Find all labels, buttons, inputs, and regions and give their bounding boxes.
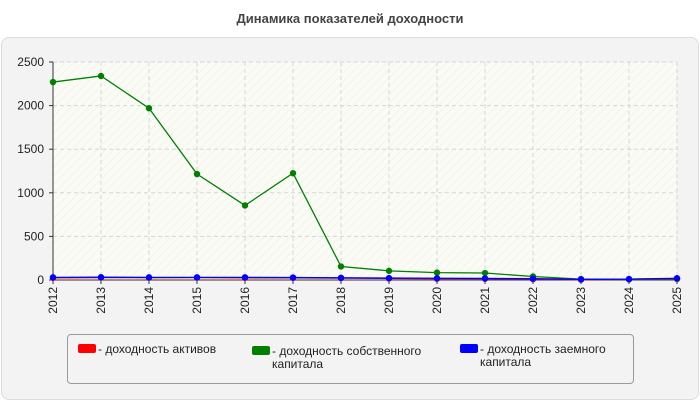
data-point-2	[529, 275, 537, 282]
legend-swatch-equity	[252, 346, 270, 355]
legend-swatch-debt	[460, 344, 478, 353]
data-point-1	[481, 269, 489, 277]
data-point-1	[289, 169, 297, 177]
y-tick-label: 0	[37, 273, 44, 287]
x-tick-label: 2018	[334, 287, 348, 314]
data-point-1	[241, 202, 249, 209]
data-point-2	[145, 274, 153, 281]
data-point-2	[241, 274, 249, 281]
series-lines	[49, 72, 681, 283]
legend-swatch-assets	[78, 344, 96, 353]
data-point-2	[481, 275, 489, 282]
series-line-2	[52, 276, 678, 280]
data-point-2	[97, 274, 105, 281]
x-tick-label: 2012	[46, 287, 60, 314]
data-point-1	[385, 267, 393, 275]
data-point-2	[337, 274, 345, 282]
data-point-2	[577, 276, 585, 283]
chart-title: Динамика показателей доходности	[236, 11, 464, 26]
legend-label-debt: - доходность заемного капитала	[480, 342, 606, 369]
plot-area	[53, 62, 677, 280]
y-tick-label: 500	[24, 229, 44, 243]
y-tick-label: 2500	[17, 55, 44, 69]
data-point-2	[625, 275, 633, 283]
x-tick-label: 2025	[670, 287, 684, 314]
data-point-2	[193, 274, 201, 281]
data-point-2	[433, 275, 441, 282]
data-point-2	[49, 274, 57, 281]
grid-lines	[53, 61, 678, 280]
data-point-2	[673, 275, 681, 282]
data-point-1	[433, 269, 441, 276]
legend: - доходность активов - доходность собств…	[67, 334, 634, 384]
data-point-1	[337, 263, 345, 270]
x-tick-label: 2023	[574, 287, 588, 314]
legend-label-assets: - доходность активов	[98, 342, 217, 356]
legend-label-equity: - доходность собственного капитала	[272, 344, 422, 371]
x-tick-label: 2017	[286, 287, 300, 314]
x-tick-label: 2016	[238, 287, 252, 314]
data-point-1	[193, 170, 201, 178]
x-tick-label: 2020	[430, 287, 444, 314]
data-point-2	[385, 274, 393, 282]
y-tick-label: 2000	[17, 99, 44, 113]
x-tick-label: 2013	[94, 287, 108, 314]
data-point-1	[97, 72, 105, 80]
x-tick-label: 2022	[526, 287, 540, 314]
data-point-1	[145, 105, 153, 112]
x-tick-label: 2015	[190, 287, 204, 314]
data-point-1	[49, 78, 57, 86]
x-tick-label: 2024	[622, 287, 636, 314]
data-point-2	[289, 274, 297, 281]
x-tick-label: 2014	[142, 287, 156, 314]
x-tick-label: 2021	[478, 287, 492, 314]
y-tick-label: 1000	[17, 186, 44, 200]
y-tick-label: 1500	[17, 142, 44, 156]
axes: 0 500 1000 1500 2000 2500 2012 2013 2014 2015 2016…	[17, 55, 684, 314]
x-tick-label: 2019	[382, 287, 396, 314]
